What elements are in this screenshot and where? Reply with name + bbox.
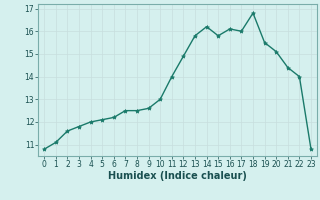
X-axis label: Humidex (Indice chaleur): Humidex (Indice chaleur) [108,171,247,181]
